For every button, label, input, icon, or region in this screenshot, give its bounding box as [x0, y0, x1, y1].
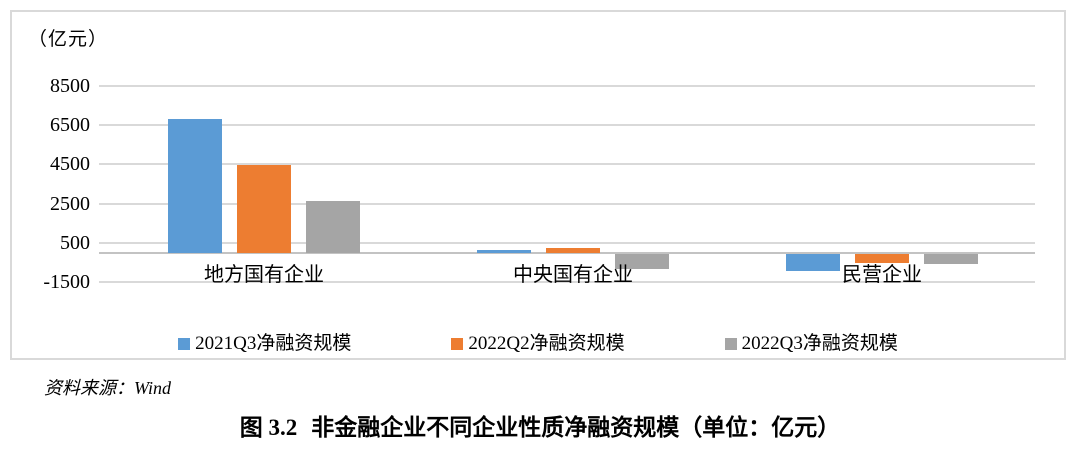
legend-swatch — [724, 337, 737, 350]
figure-title: 非金融企业不同企业性质净融资规模（单位：亿元） — [311, 415, 841, 440]
gridline — [99, 163, 1035, 166]
y-tick-label: 500 — [60, 231, 90, 254]
figure-caption: 图 3.2 非金融企业不同企业性质净融资规模（单位：亿元） — [0, 408, 1080, 442]
bar-1-series-3 — [306, 200, 360, 253]
y-axis-unit-label: （亿元） — [28, 29, 109, 50]
gridline — [99, 241, 1035, 244]
bar-3-series-3 — [924, 253, 978, 265]
legend-label: 2021Q3净融资规模 — [195, 333, 352, 354]
chart-figure: （亿元） 8500 6500 4500 2500 500 -1500 地方国有企业 中央国有企… — [10, 10, 1066, 360]
y-tick-label: 8500 — [50, 75, 90, 97]
bar-2-series-1 — [477, 249, 531, 253]
bar-3-series-1 — [786, 253, 840, 272]
x-category-label: 中央国有企业 — [513, 264, 633, 286]
legend-item: 2022Q2净融资规模 — [451, 333, 625, 354]
y-tick-label: 4500 — [50, 153, 90, 176]
gridline — [99, 281, 1035, 283]
bar-3-series-2 — [855, 253, 909, 263]
bar-1-series-1 — [168, 119, 222, 253]
legend-swatch — [451, 337, 464, 350]
x-axis-line — [99, 251, 1035, 254]
source-note: 资料来源：Wind — [44, 378, 172, 398]
x-category-label: 民营企业 — [842, 264, 922, 286]
legend-label: 2022Q3净融资规模 — [741, 333, 898, 354]
x-category-label: 地方国有企业 — [204, 264, 324, 286]
legend-item: 2022Q3净融资规模 — [724, 333, 898, 354]
legend-label: 2022Q2净融资规模 — [468, 333, 625, 354]
gridline — [99, 202, 1035, 205]
legend: 2021Q3净融资规模 2022Q2净融资规模 2022Q3净融资规模 — [12, 334, 1064, 353]
y-tick-label: 2500 — [50, 192, 90, 215]
figure-number: 图 3.2 — [239, 415, 298, 440]
bar-2-series-2 — [546, 247, 600, 253]
y-tick-label: -1500 — [43, 271, 90, 293]
legend-item: 2021Q3净融资规模 — [178, 334, 351, 353]
legend-swatch — [178, 337, 191, 350]
bar-1-series-2 — [237, 165, 291, 253]
gridline — [99, 85, 1035, 87]
bar-2-series-3 — [615, 253, 669, 270]
y-tick-label: 6500 — [50, 114, 90, 137]
gridline — [99, 124, 1035, 127]
